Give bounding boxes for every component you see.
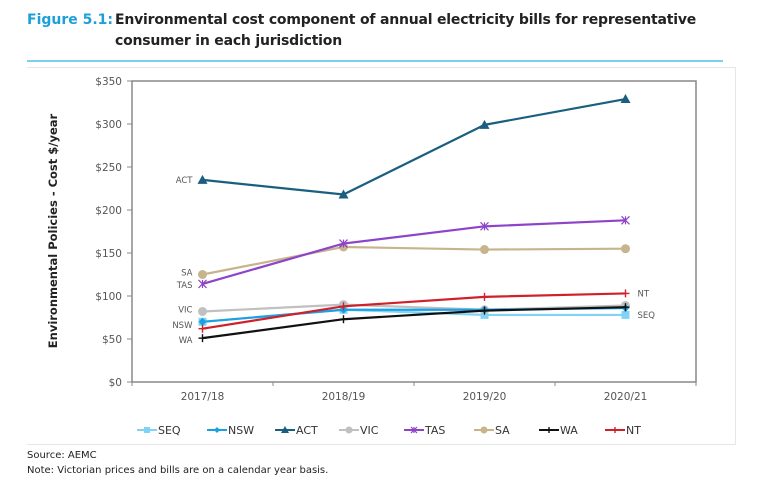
legend-label: SEQ [158,424,181,437]
legend-item-nsw: NSW [207,424,254,437]
legend-label: VIC [360,424,379,437]
legend-item-tas: TAS [404,424,445,437]
series-line [202,292,626,330]
legend-label: WA [560,424,578,437]
marker-plus [198,324,207,333]
x-tick-label: 2019/20 [463,391,507,403]
marker-plus [546,427,552,433]
series-end-label: NT [638,289,650,299]
series-start-label: SA [181,269,193,279]
footnote: Note: Victorian prices and bills are on … [27,465,329,476]
legend-item-seq: SEQ [137,424,181,437]
figure-number: Figure 5.1: [27,12,114,28]
y-tick-label: $300 [95,119,122,131]
legend-label: ACT [296,424,318,437]
marker-plus [480,292,489,301]
marker-star [480,221,489,231]
marker-star [621,215,630,225]
legend: SEQ NSW ACT VIC TAS SA WA NT [137,424,641,437]
series-nt [198,289,630,333]
figure-title-line1: Environmental cost component of annual e… [115,12,697,28]
marker-plus [339,315,348,324]
legend-item-nt: NT [605,424,641,437]
figure-title-text: Environmental cost component of annual e… [115,10,715,52]
series-start-label: NSW [172,321,193,331]
figure-footer: Source: AEMC Note: Victorian prices and … [27,448,328,478]
series-line [202,303,626,313]
marker-star [198,279,207,289]
marker-circle [198,306,207,316]
series-start-label: ACT [176,176,194,186]
marker-triangle [281,426,289,433]
marker-plus [198,334,207,343]
marker-circle [198,270,207,279]
series-start-label: WA [179,336,193,346]
y-tick-label: $0 [109,377,122,389]
x-ticks: 2017/18 2018/19 2019/20 2020/21 [131,382,697,403]
marker-triangle [479,119,490,129]
series-tas [198,215,630,289]
marker-diamond [214,427,220,433]
marker-triangle [620,94,631,104]
series-act [197,94,631,199]
y-axis-label-group: Environmental Policies - Cost $/year [46,113,60,348]
title-rule [27,60,723,62]
marker-triangle [197,174,208,184]
marker-circle [345,426,353,434]
series-start-label: TAS [176,281,193,291]
marker-star [339,239,348,248]
series-wa [198,303,630,343]
y-tick-label: $200 [95,205,122,217]
legend-item-vic: VIC [339,424,379,437]
marker-plus [612,427,618,433]
y-tick-label: $100 [95,291,122,303]
marker-plus [621,289,630,298]
legend-label: NSW [228,424,254,437]
x-tick-label: 2017/18 [181,391,225,403]
legend-item-act: ACT [275,424,318,437]
marker-square [621,310,630,319]
legend-item-wa: WA [539,424,578,437]
marker-square [480,310,489,319]
y-tick-label: $150 [95,248,122,260]
y-tick-label: $250 [95,162,122,174]
marker-diamond [198,317,207,326]
series-line [202,219,626,286]
marker-triangle [338,189,349,199]
series-line [202,245,626,276]
legend-item-sa: SA [474,424,510,437]
series-start-label: VIC [178,305,192,315]
plot-area [131,80,697,383]
y-axis-label: Environmental Policies - Cost $/year [46,113,60,348]
legend-label: NT [626,424,641,437]
chart-frame [27,67,736,445]
marker-plus [621,303,630,312]
marker-square [144,427,150,433]
marker-circle [480,245,489,255]
series-group [197,94,631,343]
legend-label: TAS [424,424,445,437]
marker-circle [621,244,630,254]
figure-title-line2: consumer in each jurisdiction [115,33,342,49]
series-line [202,306,626,340]
marker-plus [480,306,489,315]
x-tick-label: 2020/21 [604,391,648,403]
marker-plus [339,302,348,311]
source-note: Source: AEMC [27,450,97,461]
y-tick-label: $350 [95,76,122,88]
x-tick-label: 2018/19 [322,391,366,403]
series-end-label: SEQ [638,311,656,321]
marker-star [410,426,418,434]
marker-circle [480,426,488,434]
series-line [202,97,626,196]
legend-label: SA [495,424,510,437]
y-tick-label: $50 [102,334,122,346]
series-labels: SEQ NSW ACT VIC TAS SA WA NT [172,176,655,346]
series-sa [198,242,630,279]
y-ticks: $0 $50 $100 $150 $200 $250 $300 $350 [95,76,132,389]
